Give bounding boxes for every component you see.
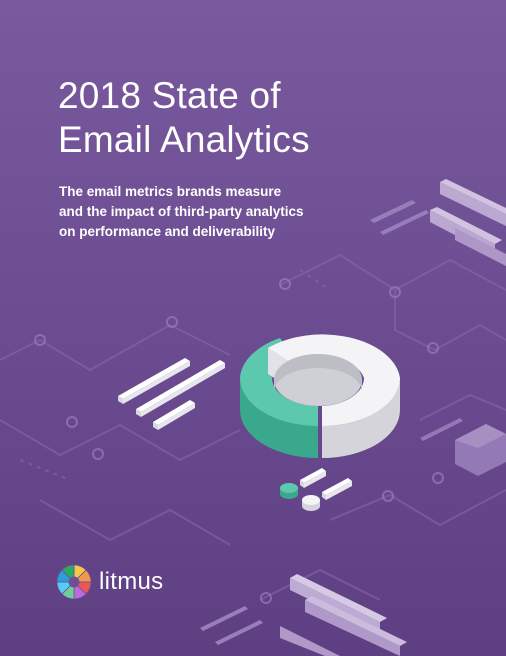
subtitle: The email metrics brands measure and the… <box>59 182 389 242</box>
bars-left <box>118 358 225 430</box>
title-line-2: Email Analytics <box>58 119 310 160</box>
blocks-right <box>420 418 506 476</box>
donut-chart-illustration <box>240 334 400 458</box>
title-line-1: 2018 State of <box>58 75 281 116</box>
page-title: 2018 State of Email Analytics <box>58 74 458 162</box>
subtitle-line-1: The email metrics brands measure <box>59 184 282 199</box>
bars-bottom <box>200 574 407 656</box>
subtitle-line-3: on performance and deliverability <box>59 224 276 239</box>
small-legend-pieces <box>280 468 352 511</box>
litmus-color-wheel-icon <box>56 564 92 600</box>
subtitle-line-2: and the impact of third-party analytics <box>59 204 304 219</box>
network-nodes <box>34 278 444 604</box>
network-lines <box>0 253 506 601</box>
brand-name: litmus <box>99 568 164 595</box>
bars-top-right <box>370 179 506 266</box>
brand-logo: litmus <box>56 562 163 602</box>
